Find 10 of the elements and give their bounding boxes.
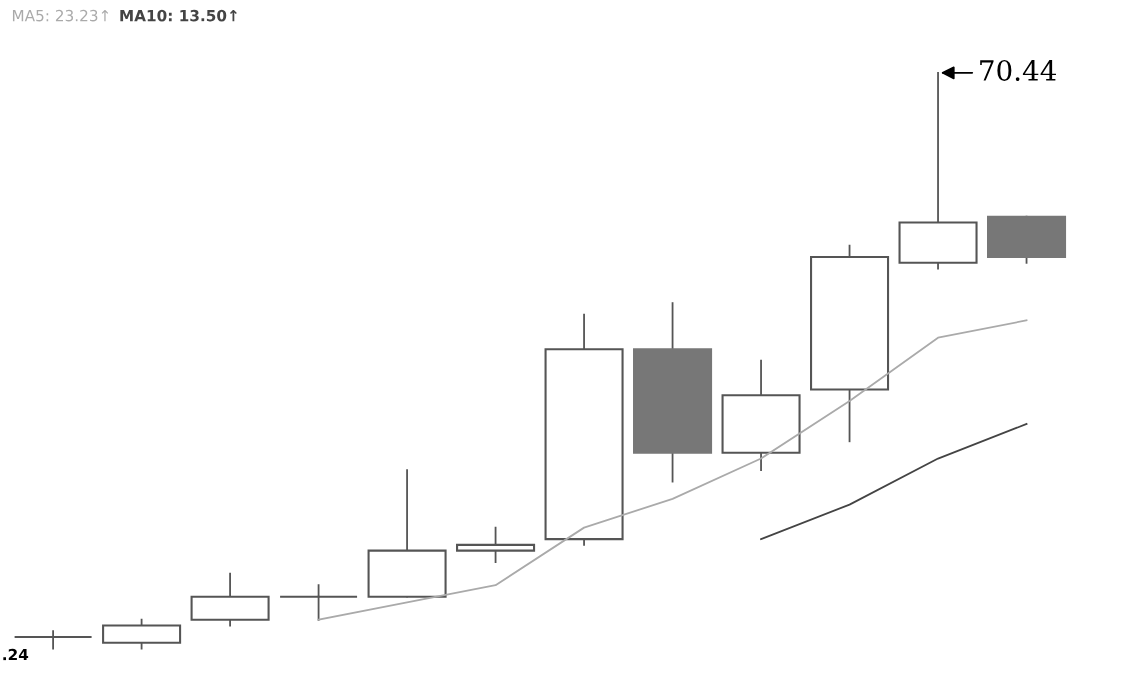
text: .24 xyxy=(3,648,29,661)
text: MA10: 13.50↑ xyxy=(120,9,237,22)
candlestick xyxy=(633,302,713,483)
annotation: 70.44 xyxy=(980,59,1056,81)
text: MA5: 23.23↑ xyxy=(12,9,109,22)
candlestick xyxy=(13,630,93,650)
candlestick xyxy=(721,359,801,471)
candlestick xyxy=(544,313,624,546)
candlestick xyxy=(898,71,978,270)
candlestick xyxy=(190,572,270,627)
